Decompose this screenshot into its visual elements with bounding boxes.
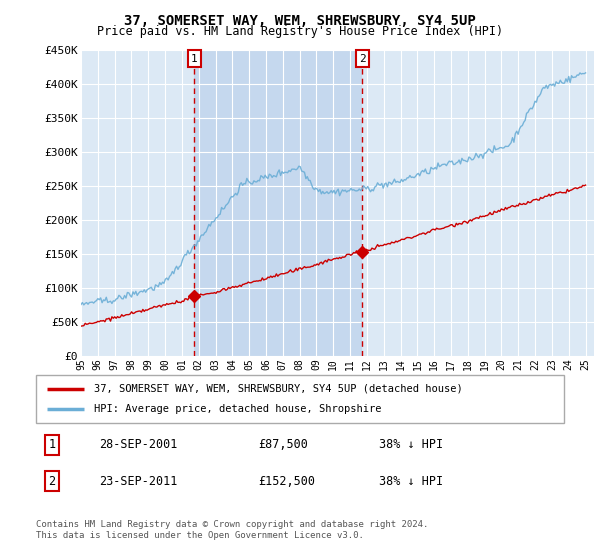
Text: 23-SEP-2011: 23-SEP-2011 bbox=[100, 474, 178, 488]
Text: £152,500: £152,500 bbox=[258, 474, 315, 488]
Text: HPI: Average price, detached house, Shropshire: HPI: Average price, detached house, Shro… bbox=[94, 404, 382, 414]
Text: Price paid vs. HM Land Registry's House Price Index (HPI): Price paid vs. HM Land Registry's House … bbox=[97, 25, 503, 38]
Text: 37, SOMERSET WAY, WEM, SHREWSBURY, SY4 5UP: 37, SOMERSET WAY, WEM, SHREWSBURY, SY4 5… bbox=[124, 14, 476, 28]
Text: 1: 1 bbox=[191, 54, 198, 63]
Text: 28-SEP-2001: 28-SEP-2001 bbox=[100, 438, 178, 451]
Text: 37, SOMERSET WAY, WEM, SHREWSBURY, SY4 5UP (detached house): 37, SOMERSET WAY, WEM, SHREWSBURY, SY4 5… bbox=[94, 384, 463, 394]
Text: 2: 2 bbox=[359, 54, 366, 63]
Text: £87,500: £87,500 bbox=[258, 438, 308, 451]
Text: 38% ↓ HPI: 38% ↓ HPI bbox=[379, 474, 443, 488]
Text: 38% ↓ HPI: 38% ↓ HPI bbox=[379, 438, 443, 451]
Text: 1: 1 bbox=[48, 438, 55, 451]
Text: Contains HM Land Registry data © Crown copyright and database right 2024.
This d: Contains HM Land Registry data © Crown c… bbox=[36, 520, 428, 540]
Bar bbox=[194, 50, 362, 356]
Text: 2: 2 bbox=[48, 474, 55, 488]
